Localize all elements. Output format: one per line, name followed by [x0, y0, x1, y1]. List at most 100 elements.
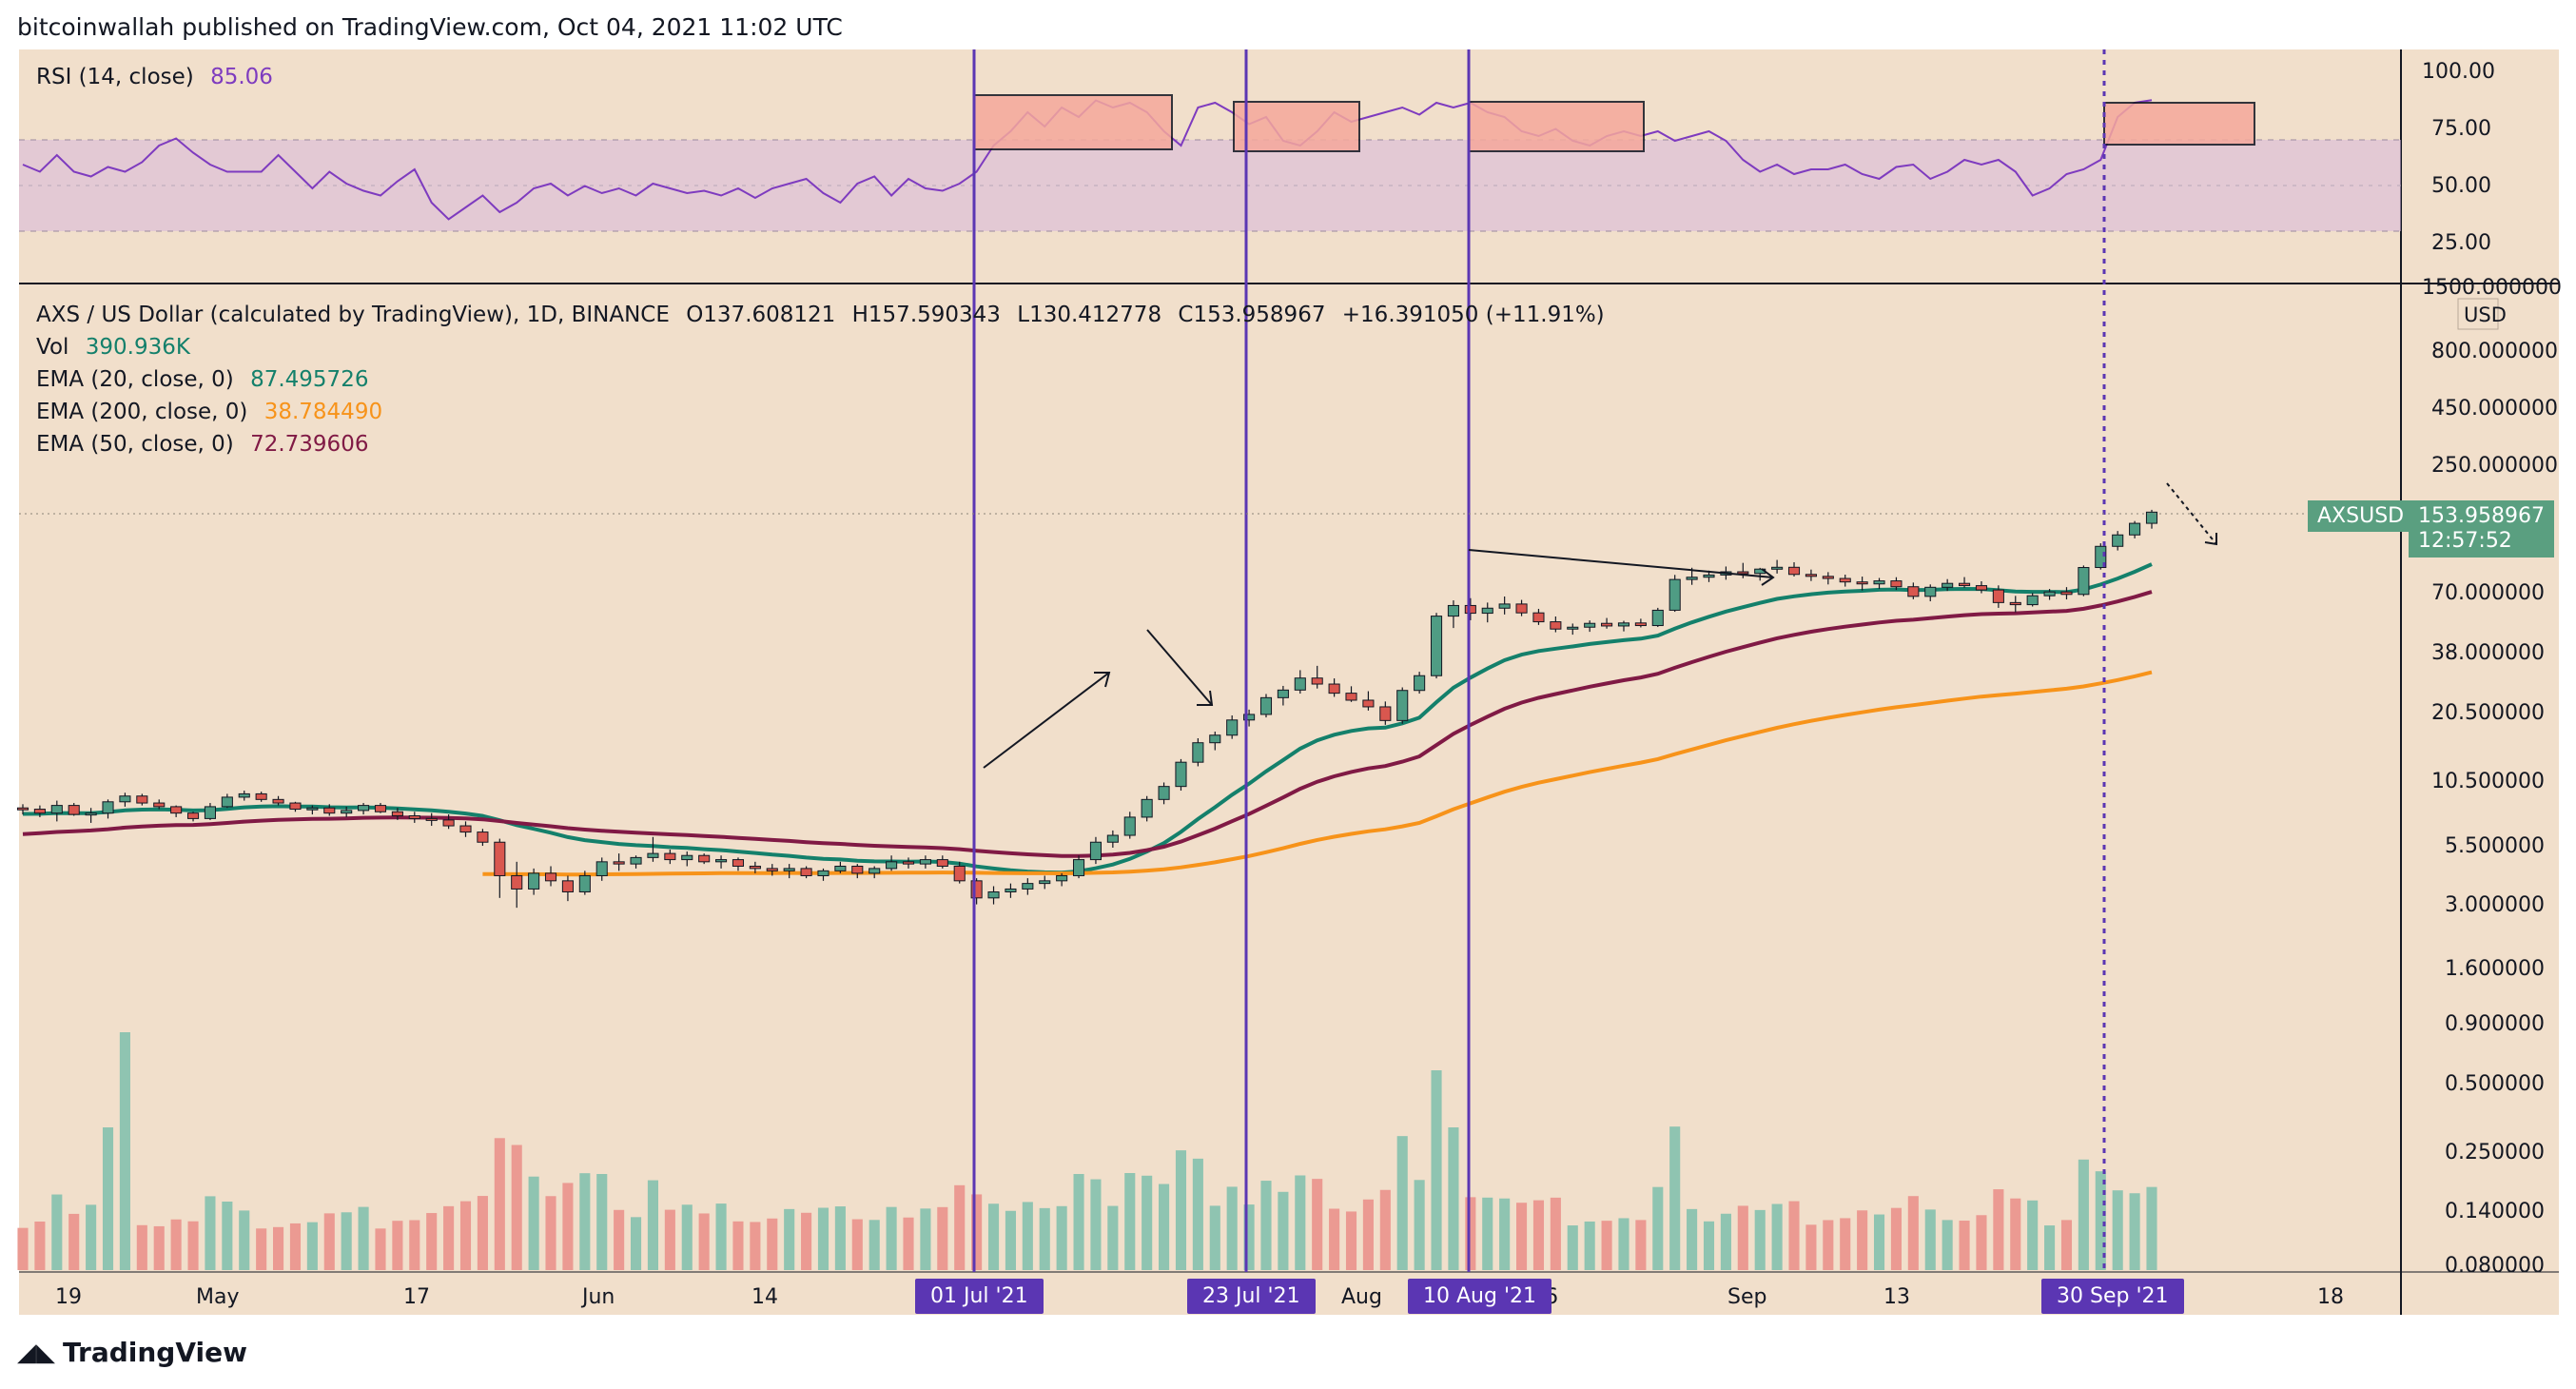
candle-body: [886, 861, 898, 870]
volume-bar: [1754, 1209, 1766, 1270]
volume-bar: [1737, 1205, 1748, 1270]
candle-body: [1907, 586, 1920, 597]
vol-legend: Vol 390.936K: [36, 335, 190, 360]
candle-body: [374, 805, 387, 812]
candle-body: [664, 852, 676, 861]
candle-body: [2009, 601, 2021, 606]
candle-body: [2043, 591, 2056, 597]
candles: [16, 509, 2158, 909]
volume-bar: [1703, 1221, 1715, 1270]
candle-body: [936, 859, 948, 867]
candle-body: [68, 805, 80, 815]
candle-body: [136, 795, 148, 804]
marker-label-jul23[interactable]: 23 Jul '21: [1187, 1279, 1316, 1314]
volume-bar: [647, 1180, 658, 1270]
candle-body: [1669, 578, 1681, 611]
currency-box[interactable]: [2457, 298, 2499, 330]
overbought-boxes[interactable]: [973, 94, 2255, 152]
volume-bar: [443, 1205, 455, 1270]
volume-bar: [2146, 1186, 2157, 1270]
candle-body: [868, 868, 881, 874]
volume-bar: [51, 1194, 63, 1270]
volume-bar: [341, 1212, 352, 1270]
volume-bar: [1379, 1189, 1391, 1270]
marker-label-aug10[interactable]: 10 Aug '21: [1408, 1279, 1551, 1314]
candle-body: [408, 814, 420, 819]
marker-label-jul01[interactable]: 01 Jul '21: [915, 1279, 1044, 1314]
ema20-label: EMA (20, close, 0): [36, 367, 234, 392]
candle-body: [1243, 714, 1256, 721]
rsi-tick: 75.00: [2431, 117, 2491, 141]
vol-value: 390.936K: [85, 335, 190, 360]
candle-body: [1209, 734, 1221, 744]
symbol-legend: AXS / US Dollar (calculated by TradingVi…: [36, 303, 1605, 327]
candle-body: [16, 807, 29, 811]
rsi-value: 85.06: [210, 65, 273, 89]
candle-body: [85, 812, 97, 816]
marker-label-sep30[interactable]: 30 Sep '21: [2041, 1279, 2184, 1314]
candle-body: [1345, 693, 1357, 701]
overbought-box: [1233, 101, 1360, 152]
volume-bar: [153, 1225, 165, 1270]
volume-bar: [664, 1209, 675, 1270]
volume-bar: [1295, 1175, 1306, 1270]
candle-body: [1379, 706, 1392, 721]
candle-body: [1123, 816, 1136, 836]
volume-bar: [784, 1208, 795, 1270]
vertical-markers[interactable]: [972, 49, 2106, 1272]
price-tick: 800.000000: [2431, 340, 2558, 363]
resistance-line: [1468, 549, 1774, 578]
volume-bar: [1890, 1207, 1902, 1270]
time-tick: 19: [55, 1285, 82, 1309]
trend-drawings[interactable]: [19, 482, 2401, 769]
candle-body: [2129, 522, 2141, 536]
price-tick: 38.000000: [2431, 641, 2545, 665]
trend-arrow-head: [2204, 533, 2217, 546]
candle-body: [1056, 874, 1068, 882]
candle-body: [1396, 690, 1409, 721]
volume-bar: [562, 1183, 574, 1270]
volume-bar: [1771, 1203, 1783, 1270]
time-tick: 13: [1883, 1285, 1910, 1309]
candle-body: [1481, 607, 1493, 615]
symbol-tag[interactable]: AXSUSD: [2308, 500, 2414, 532]
volume-bar: [954, 1184, 966, 1270]
volume-bar: [2060, 1220, 2073, 1270]
volume-bar: [170, 1219, 182, 1270]
volume-bar: [868, 1220, 880, 1270]
volume-bar: [86, 1204, 97, 1270]
volume-bar: [2112, 1190, 2123, 1270]
last-price: 153.958967: [2418, 504, 2545, 528]
volume-bar: [750, 1222, 761, 1270]
candle-body: [1634, 622, 1647, 627]
candle-body: [578, 874, 591, 892]
volume-bar: [1976, 1215, 1987, 1270]
candle-body: [153, 802, 166, 808]
candle-body: [1192, 742, 1204, 763]
candle-body: [1362, 699, 1375, 708]
volume-bar: [1226, 1186, 1238, 1270]
tradingview-logo[interactable]: ◢◣ TradingView: [17, 1337, 247, 1368]
candle-body: [766, 868, 778, 871]
price-tick: 0.900000: [2445, 1012, 2545, 1036]
volume-bar: [426, 1213, 438, 1270]
ema200-value: 38.784490: [263, 400, 383, 424]
volume-bar: [1175, 1150, 1187, 1270]
volume-bar: [1056, 1205, 1067, 1270]
chart-area[interactable]: [19, 49, 2559, 1315]
projection-arrow: [2166, 482, 2217, 545]
candle-body: [1703, 574, 1715, 578]
candle-body: [272, 798, 284, 804]
last-price-tag[interactable]: 153.958967 12:57:52: [2409, 500, 2554, 558]
ema200-line: [482, 670, 2153, 877]
ema50-label: EMA (50, close, 0): [36, 432, 234, 457]
volume-bar: [459, 1201, 472, 1270]
overbought-box: [1468, 101, 1645, 152]
candle-body: [1924, 586, 1937, 597]
rsi-tick: 100.00: [2422, 60, 2495, 84]
ema50-value: 72.739606: [250, 432, 369, 457]
volume-bar: [1039, 1207, 1050, 1270]
volume-bar: [1278, 1191, 1289, 1270]
candle-body: [902, 861, 915, 865]
